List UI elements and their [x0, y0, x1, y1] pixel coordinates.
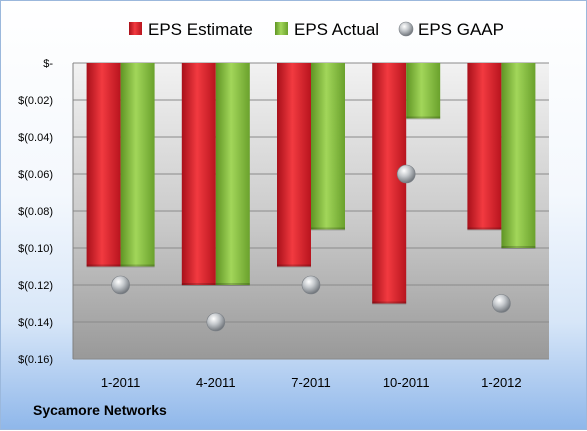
bar-bottom-edge — [311, 227, 345, 231]
bar-bottom-edge — [215, 283, 250, 286]
bar-bottom-edge — [277, 264, 311, 268]
y-tick-label: $- — [43, 58, 53, 70]
bar-body — [86, 63, 121, 267]
y-tick-label: $(0.16) — [18, 354, 53, 366]
x-tick-label: 7-2011 — [291, 375, 331, 390]
company-name: Sycamore Networks — [33, 402, 167, 418]
bar-body — [406, 63, 441, 119]
legend-swatch — [275, 22, 288, 35]
legend-label: EPS Actual — [294, 20, 379, 39]
bar-bottom-edge — [501, 246, 536, 249]
bar-eps-estimate — [277, 63, 311, 268]
y-tick-label: $(0.10) — [18, 243, 53, 255]
bar-body — [372, 63, 407, 304]
legend: EPS Estimate EPS Actual EPS GAAP — [129, 20, 504, 39]
x-tick-label: 1-2012 — [481, 375, 521, 390]
bar-eps-actual — [120, 63, 155, 268]
x-tick-label: 4-2011 — [196, 375, 236, 390]
bar-body — [311, 63, 345, 230]
x-axis-ticks: 1-2011 4-2011 7-2011 10-2011 1-2012 — [101, 375, 522, 390]
bar-eps-actual — [311, 63, 345, 231]
bar-eps-estimate — [181, 63, 216, 286]
y-tick-label: $(0.06) — [18, 169, 53, 181]
y-tick-label: $(0.14) — [18, 317, 53, 329]
bar-body — [501, 63, 536, 248]
bar-eps-actual — [215, 63, 250, 286]
x-tick-label: 10-2011 — [383, 375, 430, 390]
bar-bottom-edge — [181, 283, 216, 286]
bar-body — [215, 63, 250, 285]
legend-item: EPS Estimate — [129, 20, 253, 39]
bar-eps-estimate — [372, 63, 407, 305]
legend-item: EPS Actual — [275, 20, 379, 39]
bar-eps-actual — [406, 63, 441, 120]
bars-group — [86, 63, 536, 305]
bar-eps-actual — [501, 63, 536, 249]
gaap-marker — [492, 294, 511, 313]
gaap-marker — [301, 275, 321, 295]
legend-label: EPS GAAP — [418, 20, 504, 39]
bar-bottom-edge — [120, 264, 155, 268]
y-tick-label: $(0.12) — [18, 280, 53, 292]
bar-body — [181, 63, 216, 285]
legend-marker — [398, 21, 414, 37]
gaap-marker — [396, 164, 416, 184]
bar-body — [467, 63, 502, 230]
legend-item: EPS GAAP — [398, 20, 504, 39]
legend-swatch — [129, 22, 142, 35]
bar-eps-estimate — [86, 63, 121, 268]
bar-eps-estimate — [467, 63, 502, 231]
y-tick-label: $(0.08) — [18, 206, 53, 218]
bar-bottom-edge — [467, 227, 502, 231]
y-tick-label: $(0.02) — [18, 95, 53, 107]
legend-label: EPS Estimate — [148, 20, 253, 39]
bar-bottom-edge — [406, 116, 441, 120]
bar-body — [120, 63, 155, 267]
markers-group — [111, 164, 511, 332]
gaap-marker — [111, 275, 130, 295]
x-tick-label: 1-2011 — [101, 375, 141, 390]
bar-bottom-edge — [86, 264, 121, 268]
bar-bottom-edge — [372, 301, 407, 305]
bar-body — [277, 63, 311, 267]
y-axis-ticks: $- $(0.02) $(0.04) $(0.06) $(0.08) $(0.10) $(0… — [18, 58, 53, 366]
gaap-marker — [206, 312, 226, 332]
y-tick-label: $(0.04) — [18, 132, 53, 144]
